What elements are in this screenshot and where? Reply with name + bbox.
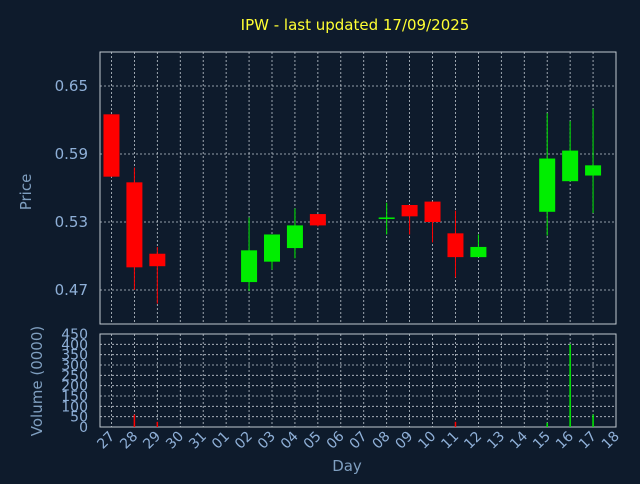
price-panel-frame <box>99 51 617 325</box>
candle-body-11 <box>447 233 464 258</box>
x-tick-label-08: 08 <box>370 429 394 453</box>
candle-body-29 <box>149 253 166 267</box>
volume-tick-label: 150 <box>61 389 88 405</box>
volume-tick-label: 250 <box>61 368 88 384</box>
x-axis-label: Day <box>332 457 362 475</box>
volume-layer <box>133 344 594 427</box>
volume-tick-label: 100 <box>61 399 88 415</box>
volume-tick-label: 200 <box>61 379 88 395</box>
candle-body-03 <box>264 234 280 262</box>
x-tick-label-15: 15 <box>530 429 554 453</box>
x-tick-label-02: 02 <box>232 429 256 453</box>
candle-body-17 <box>585 165 602 176</box>
volume-tick-label: 350 <box>61 348 88 364</box>
x-tick-label-09: 09 <box>393 429 417 453</box>
grid-layer <box>100 52 617 428</box>
x-tick-label-13: 13 <box>484 429 508 453</box>
candle-body-28 <box>126 182 143 268</box>
chart-title: IPW - last updated 17/09/2025 <box>241 16 470 34</box>
price-tick-label: 0.65 <box>55 77 88 95</box>
candle-body-08 <box>378 217 395 219</box>
candle-body-02 <box>241 250 258 283</box>
volume-tick-label: 400 <box>61 337 88 353</box>
x-tick-label-01: 01 <box>209 429 233 453</box>
x-tick-label-28: 28 <box>117 429 141 453</box>
candle-body-05 <box>309 214 326 226</box>
x-tick-label-03: 03 <box>255 429 279 453</box>
volume-tick-label: 50 <box>70 410 88 426</box>
candle-body-27 <box>103 114 120 177</box>
x-tick-labels: 27 28 29 30 31 01 02 03 04 05 06 07 08 09 10 11 12 13 14 15… <box>94 428 622 452</box>
price-panel <box>99 51 617 325</box>
candle-body-16 <box>562 150 579 182</box>
volume-panel-frame <box>99 333 617 428</box>
y-axis-label: Price <box>17 174 35 211</box>
x-tick-label-05: 05 <box>301 429 325 453</box>
x-tick-label-16: 16 <box>553 428 577 452</box>
volume-tick-label: 450 <box>61 327 88 343</box>
x-tick-label-27: 27 <box>94 429 118 453</box>
candle-body-04 <box>286 225 303 249</box>
price-tick-label: 0.59 <box>55 145 88 163</box>
volume-axis-label: Volume (0000) <box>28 326 46 436</box>
candle-body-15 <box>539 158 556 212</box>
candle-body-12 <box>470 246 487 258</box>
x-tick-label-31: 31 <box>186 429 210 453</box>
x-tick-label-10: 10 <box>415 429 439 453</box>
x-tick-label-18: 18 <box>599 429 623 453</box>
candle-body-09 <box>401 205 418 217</box>
volume-tick-label: 300 <box>61 358 88 374</box>
candle-body-10 <box>424 201 441 222</box>
x-tick-label-14: 14 <box>507 428 531 452</box>
x-tick-label-07: 07 <box>347 429 371 453</box>
price-tick-labels: 0.47 0.53 0.59 0.65 <box>55 77 88 299</box>
x-tick-label-11: 11 <box>438 429 462 453</box>
price-tick-label: 0.53 <box>55 213 88 231</box>
volume-panel <box>99 333 617 428</box>
x-tick-label-06: 06 <box>324 428 348 452</box>
x-tick-label-17: 17 <box>576 429 600 453</box>
candle-layer <box>103 108 602 304</box>
x-tick-label-12: 12 <box>461 429 485 453</box>
price-tick-label: 0.47 <box>55 281 88 299</box>
volume-tick-label: 0 <box>79 420 88 436</box>
x-tick-label-29: 29 <box>140 429 164 453</box>
x-tick-label-30: 30 <box>163 429 187 453</box>
x-tick-label-04: 04 <box>278 428 302 452</box>
